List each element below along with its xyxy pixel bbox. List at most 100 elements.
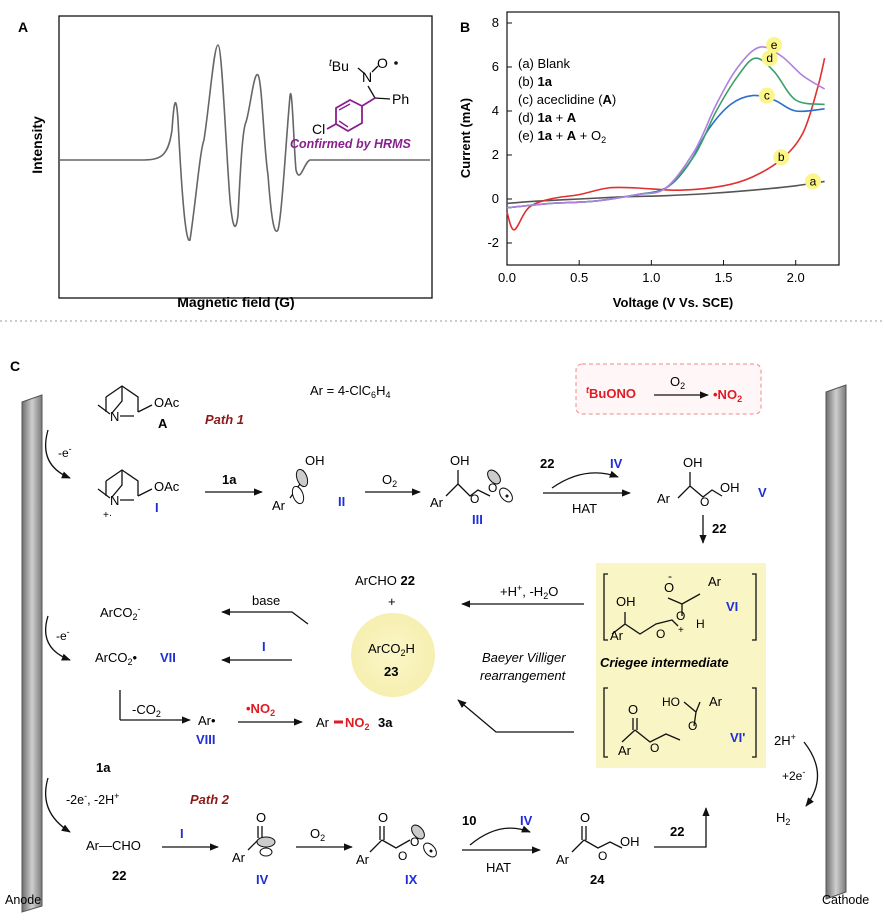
aceclidine-A: N OAc A xyxy=(97,385,180,431)
svg-text:Ar: Ar xyxy=(316,715,330,730)
cv-badge-b: b xyxy=(773,149,790,166)
epr-plot: Intensity Magnetic field (G) tBu N O Ph … xyxy=(29,15,433,310)
svg-text:O: O xyxy=(410,835,419,849)
svg-text:Ar: Ar xyxy=(430,495,444,510)
h-minus-h2o: +H+, -H2O xyxy=(500,583,558,601)
struct-tbu: tBu xyxy=(329,58,349,74)
h2-product: H2 xyxy=(776,810,790,827)
ar-cho: Ar—CHO xyxy=(86,838,141,853)
panel-b-label: B xyxy=(460,19,470,35)
VIII-label: VIII xyxy=(196,732,216,747)
tbuono-text: tBuONO xyxy=(586,385,636,401)
anode-label: Anode xyxy=(5,893,41,907)
epr-frame xyxy=(58,15,433,299)
struct-cl: Cl xyxy=(312,121,325,137)
cv-ytick-label: -2 xyxy=(487,235,499,250)
III-label: III xyxy=(472,512,483,527)
two-h-plus: 2H+ xyxy=(774,732,796,748)
path2-label: Path 2 xyxy=(190,792,230,807)
I-n: N xyxy=(110,493,119,508)
epr-spectrum xyxy=(60,44,430,242)
cv-badge-label: b xyxy=(778,150,785,164)
arco2-anion: ArCO2- xyxy=(100,604,141,622)
svg-text:Ar: Ar xyxy=(657,491,671,506)
cv-frame xyxy=(506,11,840,266)
arrow-o2-1: O2 xyxy=(382,472,397,489)
svg-text:O: O xyxy=(470,492,479,506)
arrow-o2-2: O2 xyxy=(310,826,325,843)
acylperoxy-IX: O Ar O O IX xyxy=(356,810,437,887)
hat-22: 22 xyxy=(540,456,554,471)
neg-e-1: -e- xyxy=(58,444,72,460)
svg-text:O: O xyxy=(580,810,590,825)
arco2h-23: 23 xyxy=(384,664,398,679)
cv-xlabel: Voltage (V Vs. SCE) xyxy=(613,295,733,310)
svg-text:Ar: Ar xyxy=(610,628,624,643)
no2-radical: •NO2 xyxy=(713,387,742,404)
24-label: 24 xyxy=(590,872,605,887)
IX-label: IX xyxy=(405,872,418,887)
svg-text:O: O xyxy=(664,580,674,595)
product-3a: Ar NO2 3a xyxy=(316,715,393,732)
criegee-VI: - O Ar OH Ar O O + H VI xyxy=(603,569,757,643)
svg-text:Ar: Ar xyxy=(708,574,722,589)
cv-ytick-label: 0 xyxy=(492,191,499,206)
legend-item-c: (c) aceclidine (A) xyxy=(518,92,616,107)
V-label: V xyxy=(758,485,767,500)
svg-text:O: O xyxy=(488,481,497,495)
two-e-two-h: -2e-, -2H+ xyxy=(66,791,119,807)
struct-n: N xyxy=(362,69,372,85)
cv-xtick-label: 2.0 xyxy=(787,270,805,285)
cv-xtick-label: 0.5 xyxy=(570,270,588,285)
cv-xtick-label: 1.5 xyxy=(714,270,732,285)
cv-series xyxy=(506,46,826,231)
cv-ticks: 0.0 0.5 1.0 1.5 2.0 -2 0 2 4 6 8 xyxy=(487,15,804,285)
baeyer-villiger-2: rearrangement xyxy=(480,668,567,683)
cv-badge-label: a xyxy=(810,174,817,188)
base-label: base xyxy=(252,593,280,608)
ar-definition: Ar = 4-ClC6H4 xyxy=(310,383,390,400)
cv-ytick-label: 8 xyxy=(492,15,499,30)
svg-text:Ar: Ar xyxy=(709,694,723,709)
cv-badge-c: c xyxy=(758,87,775,104)
cv-ytick-label: 2 xyxy=(492,147,499,162)
anode-electrode xyxy=(21,394,43,913)
cv-series-b xyxy=(506,58,826,231)
svg-text:Ar: Ar xyxy=(556,852,570,867)
baeyer-villiger-1: Baeyer Villiger xyxy=(482,650,566,665)
cv-badges: a b c de xyxy=(758,37,822,190)
svg-text:OH: OH xyxy=(720,480,740,495)
svg-text:Ar: Ar xyxy=(232,850,246,865)
legend-item-b: (b) 1a xyxy=(518,74,553,89)
arco2h-highlight xyxy=(351,613,435,697)
svg-text:O: O xyxy=(256,810,266,825)
I-charge: +· xyxy=(103,510,112,521)
svg-text:O: O xyxy=(378,810,388,825)
A-label: A xyxy=(158,416,168,431)
svg-text:OH: OH xyxy=(616,594,636,609)
svg-text:H: H xyxy=(696,617,705,631)
cv-badge-label: e xyxy=(771,38,778,52)
hydroperoxide-V: OH Ar O OH V xyxy=(657,455,767,509)
svg-text:-: - xyxy=(668,569,672,583)
peroxyl-III: OH Ar O O III xyxy=(430,453,513,527)
struct-ph: Ph xyxy=(392,91,409,107)
svg-text:O: O xyxy=(650,741,659,755)
svg-text:Ar: Ar xyxy=(618,743,632,758)
cv-badge-e: e xyxy=(766,37,783,53)
cv-xtick-label: 1.0 xyxy=(642,270,660,285)
criegee-title: Criegee intermediate xyxy=(600,655,729,670)
cv-ytick-label: 6 xyxy=(492,59,499,74)
cv-series-e xyxy=(506,46,826,209)
path2-arrow-I: I xyxy=(180,826,184,841)
cathode-label: Cathode xyxy=(822,893,869,907)
ar-cho-22: 22 xyxy=(112,868,126,883)
hat-IV: IV xyxy=(610,456,623,471)
tbuono-box: tBuONO O2 •NO2 xyxy=(575,363,762,415)
svg-text:O: O xyxy=(700,495,709,509)
svg-text:+: + xyxy=(678,625,684,636)
svg-text:O: O xyxy=(656,627,665,641)
svg-text:OH: OH xyxy=(450,453,470,468)
cv-legend: (a) Blank (b) 1a (c) aceclidine (A) (d) … xyxy=(518,56,616,145)
